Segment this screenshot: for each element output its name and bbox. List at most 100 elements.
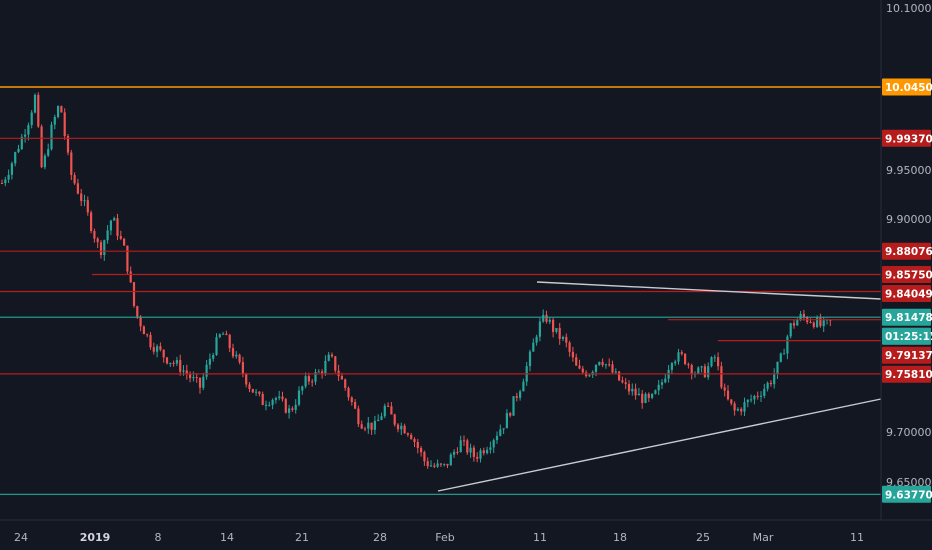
- candle-body: [492, 440, 495, 448]
- candle-body: [7, 174, 10, 180]
- candle-body: [558, 328, 561, 339]
- candle-body: [96, 238, 99, 243]
- candle-body: [499, 429, 502, 436]
- price-tag-label: 9.75810: [885, 369, 932, 381]
- candle-body: [611, 364, 614, 373]
- candle-body: [621, 380, 624, 383]
- candle-body: [387, 405, 390, 407]
- candle-body: [123, 238, 126, 246]
- candle-body: [159, 346, 162, 350]
- candle-body: [202, 376, 205, 388]
- candle-body: [327, 354, 330, 361]
- candle-body: [169, 362, 172, 364]
- candle-body: [687, 364, 690, 366]
- candle-body: [677, 352, 680, 362]
- candle-body: [753, 395, 756, 400]
- candle-body: [106, 230, 109, 241]
- candle-body: [403, 425, 406, 434]
- candle-body: [469, 447, 472, 453]
- candle-body: [208, 358, 211, 365]
- trendlines-layer: [437, 281, 882, 492]
- candle-body: [367, 422, 370, 429]
- candle-body: [410, 434, 413, 440]
- candle-body: [274, 398, 277, 400]
- candle-body: [604, 364, 607, 366]
- candle-body: [205, 364, 208, 377]
- candle-body: [664, 378, 667, 383]
- candle-body: [291, 408, 294, 410]
- candle-body: [426, 461, 429, 467]
- candle-body: [30, 112, 33, 126]
- candle-body: [717, 357, 720, 367]
- candle-body: [162, 349, 165, 358]
- candle-body: [109, 220, 112, 231]
- candle-body: [439, 463, 442, 465]
- time-axis[interactable]: 24 2019 8 14 21 28 Feb 11 18 25 Mar 11: [14, 531, 864, 544]
- candle-body: [231, 348, 235, 357]
- candle-body: [776, 361, 779, 374]
- price-tag-label: 10.04500: [885, 82, 932, 94]
- candle-body: [413, 439, 416, 442]
- candle-body: [278, 396, 281, 398]
- candle-body: [185, 370, 188, 375]
- candle-body: [680, 352, 683, 354]
- price-tag-label: 9.79137: [885, 350, 932, 362]
- candle-body: [195, 377, 198, 378]
- price-axis[interactable]: 10.10000 9.95000 9.90000 9.70000 9.65000: [886, 2, 932, 489]
- candle-body: [400, 425, 403, 430]
- candle-body: [740, 408, 743, 412]
- price-tag-bg: [882, 285, 931, 302]
- candle-body: [344, 379, 347, 388]
- candle-body: [416, 442, 419, 448]
- candle-body: [779, 353, 782, 362]
- countdown-tag: 01:25:17: [882, 327, 932, 345]
- candle-body: [730, 399, 733, 404]
- candle-body: [522, 381, 525, 392]
- candle-body: [152, 347, 155, 352]
- candle-body: [505, 413, 508, 429]
- price-tag: 9.63770: [882, 485, 932, 503]
- price-tag: 9.85750: [882, 266, 932, 283]
- candle-body: [50, 124, 53, 150]
- candle-body: [542, 314, 545, 322]
- candle-body: [575, 357, 578, 366]
- price-tag-bg: [882, 129, 931, 147]
- resistance-trendline[interactable]: [536, 281, 882, 300]
- candle-body: [37, 94, 40, 127]
- y-tick-label: 9.95000: [886, 164, 932, 177]
- candle-body: [555, 328, 558, 332]
- candle-body: [816, 318, 819, 327]
- support-trendline[interactable]: [437, 398, 882, 492]
- candle-body: [380, 416, 383, 420]
- candle-body: [360, 424, 363, 429]
- candle-body: [14, 152, 17, 164]
- candle-body: [241, 362, 244, 374]
- candle-body: [618, 371, 621, 381]
- candle-body: [459, 440, 462, 453]
- candle-body: [60, 106, 63, 113]
- candle-body: [20, 136, 23, 149]
- candle-body: [165, 357, 169, 364]
- candle-body: [634, 388, 637, 396]
- candle-body: [90, 212, 93, 231]
- candle-body: [637, 393, 640, 396]
- candle-body: [568, 342, 571, 352]
- price-tag-bg: [882, 308, 931, 326]
- candle-body: [347, 387, 350, 398]
- candle-body: [357, 408, 360, 425]
- price-tag-bg: [882, 242, 931, 260]
- x-tick-label: Mar: [753, 531, 774, 544]
- price-tags: 10.04500 9.99370 9.88076 9.85750 9.84049 9.81…: [882, 78, 932, 503]
- candle-body: [264, 404, 268, 406]
- candle-body: [116, 218, 119, 236]
- candle-body: [179, 360, 182, 372]
- candle-body: [390, 406, 393, 415]
- candle-body: [489, 447, 492, 450]
- candle-body: [4, 179, 7, 184]
- price-tag-bg: [882, 78, 931, 96]
- candle-body: [703, 366, 706, 378]
- candle-body: [47, 149, 50, 156]
- candle-body: [258, 391, 261, 394]
- candle-body: [354, 402, 357, 409]
